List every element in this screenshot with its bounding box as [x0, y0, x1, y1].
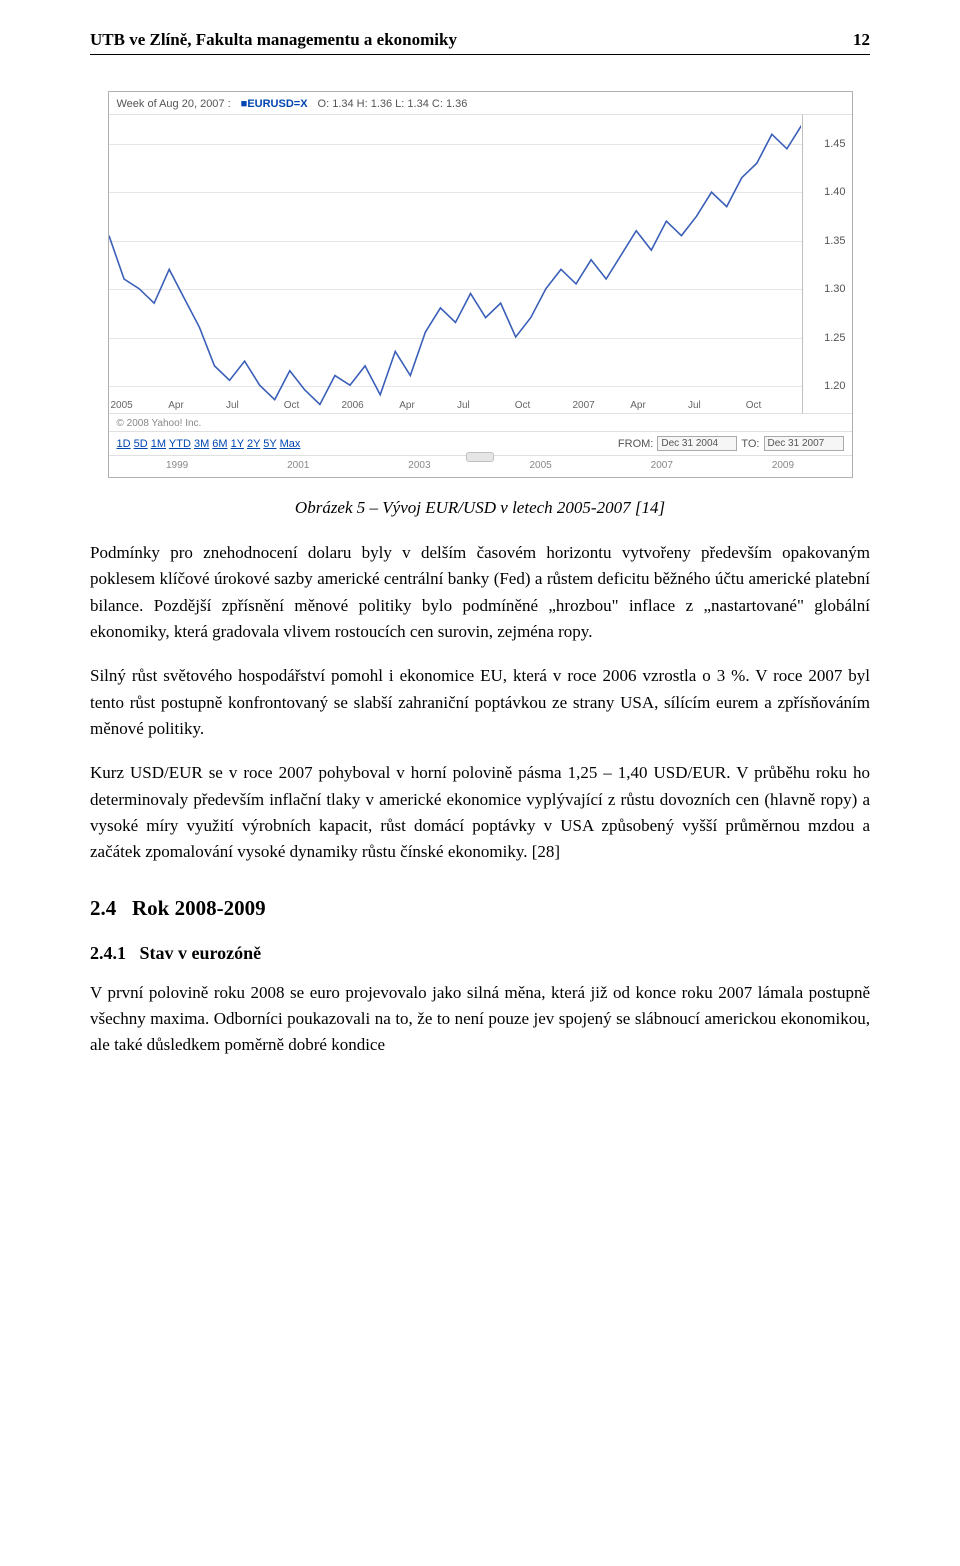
page-header: UTB ve Zlíně, Fakulta managementu a ekon… — [90, 30, 870, 55]
range-button-6m[interactable]: 6M — [212, 438, 227, 450]
y-tick-label: 1.25 — [824, 332, 845, 344]
subsection-title: Stav v eurozóně — [140, 943, 262, 963]
y-tick-label: 1.30 — [824, 283, 845, 295]
paragraph: Podmínky pro znehodnocení dolaru byly v … — [90, 540, 870, 645]
x-tick-label: 2005 — [109, 400, 167, 411]
subsection-heading: 2.4.1 Stav v eurozóně — [90, 943, 870, 964]
chart-line-svg — [109, 115, 802, 414]
chart-timeline: 199920012003200520072009 — [109, 455, 852, 477]
x-tick-label: Apr — [628, 400, 686, 411]
section-heading: 2.4 Rok 2008-2009 — [90, 896, 870, 921]
timeline-year: 2005 — [480, 460, 601, 471]
chart-x-labels: 2005AprJulOct2006AprJulOct2007AprJulOct — [109, 400, 802, 411]
range-button-max[interactable]: Max — [280, 438, 301, 450]
y-tick-label: 1.20 — [824, 380, 845, 392]
header-left: UTB ve Zlíně, Fakulta managementu a ekon… — [90, 30, 457, 50]
x-tick-label: Jul — [686, 400, 744, 411]
range-button-5y[interactable]: 5Y — [263, 438, 276, 450]
section-title: Rok 2008-2009 — [132, 896, 266, 920]
to-date-input[interactable] — [764, 436, 844, 451]
chart-week-label: Week of Aug 20, 2007 : — [117, 98, 231, 110]
eurusd-chart: Week of Aug 20, 2007 : ■EURUSD=X O: 1.34… — [108, 91, 853, 478]
timeline-year: 2003 — [359, 460, 480, 471]
page-number: 12 — [853, 30, 870, 50]
range-button-3m[interactable]: 3M — [194, 438, 209, 450]
figure-caption: Obrázek 5 – Vývoj EUR/USD v letech 2005-… — [90, 498, 870, 518]
x-tick-label: 2006 — [340, 400, 398, 411]
y-tick-label: 1.45 — [824, 138, 845, 150]
y-tick-label: 1.35 — [824, 235, 845, 247]
x-tick-label: Oct — [513, 400, 571, 411]
x-tick-label: Oct — [744, 400, 802, 411]
timeline-year: 2001 — [238, 460, 359, 471]
range-button-ytd[interactable]: YTD — [169, 438, 191, 450]
paragraph: Silný růst světového hospodářství pomohl… — [90, 663, 870, 742]
from-label: FROM: — [618, 438, 653, 450]
x-tick-label: Apr — [397, 400, 455, 411]
from-date-input[interactable] — [657, 436, 737, 451]
range-button-1m[interactable]: 1M — [151, 438, 166, 450]
subsection-number: 2.4.1 — [90, 943, 126, 963]
paragraph: Kurz USD/EUR se v roce 2007 pohyboval v … — [90, 760, 870, 865]
body-text: Podmínky pro znehodnocení dolaru byly v … — [90, 540, 870, 1059]
x-tick-label: 2007 — [571, 400, 629, 411]
x-tick-label: Jul — [455, 400, 513, 411]
timeline-year: 2007 — [601, 460, 722, 471]
to-label: TO: — [741, 438, 759, 450]
range-button-1y[interactable]: 1Y — [231, 438, 244, 450]
timeline-scrubber-icon[interactable] — [466, 452, 494, 462]
x-tick-label: Oct — [282, 400, 340, 411]
timeline-year: 1999 — [117, 460, 238, 471]
paragraph: V první polovině roku 2008 se euro proje… — [90, 980, 870, 1059]
range-button-2y[interactable]: 2Y — [247, 438, 260, 450]
chart-plot-area: 1.201.251.301.351.401.45 2005AprJulOct20… — [109, 114, 852, 414]
timeline-year: 2009 — [722, 460, 843, 471]
range-button-5d[interactable]: 5D — [134, 438, 148, 450]
chart-ohlc: O: 1.34 H: 1.36 L: 1.34 C: 1.36 — [318, 98, 468, 110]
y-tick-label: 1.40 — [824, 186, 845, 198]
chart-header: Week of Aug 20, 2007 : ■EURUSD=X O: 1.34… — [109, 92, 852, 112]
chart-symbol: ■EURUSD=X — [241, 98, 308, 110]
range-button-1d[interactable]: 1D — [117, 438, 131, 450]
chart-y-axis: 1.20 1.25 1.30 1.35 1.40 1.45 — [802, 115, 852, 413]
chart-footer: © 2008 Yahoo! Inc. — [109, 414, 852, 431]
section-number: 2.4 — [90, 896, 116, 920]
x-tick-label: Jul — [224, 400, 282, 411]
x-tick-label: Apr — [166, 400, 224, 411]
